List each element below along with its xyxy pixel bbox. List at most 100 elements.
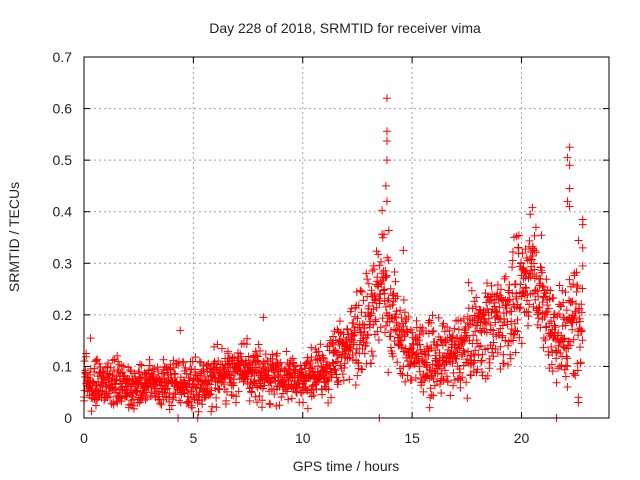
data-point	[576, 343, 585, 352]
data-point	[388, 300, 397, 309]
data-point	[510, 330, 519, 339]
data-point	[507, 307, 516, 316]
data-point	[570, 313, 579, 322]
data-point	[404, 312, 413, 321]
data-point	[530, 265, 539, 274]
data-point	[244, 352, 253, 361]
data-point	[207, 407, 216, 416]
data-point	[386, 284, 395, 293]
data-point	[578, 284, 587, 293]
data-point	[436, 380, 445, 389]
data-point	[99, 367, 108, 376]
data-point	[268, 355, 277, 364]
data-point	[552, 348, 561, 357]
data-point	[340, 359, 349, 368]
data-point	[87, 407, 96, 416]
data-point	[253, 398, 262, 407]
data-point	[577, 327, 586, 336]
data-point	[436, 335, 445, 344]
data-point	[391, 277, 400, 286]
data-point	[340, 363, 349, 372]
data-point	[208, 402, 217, 411]
data-point	[169, 363, 178, 372]
data-point	[191, 353, 200, 362]
data-point	[273, 349, 282, 358]
data-point	[468, 304, 477, 313]
data-point	[275, 401, 284, 410]
data-point	[169, 390, 178, 399]
data-point	[360, 324, 369, 333]
data-point	[405, 361, 414, 370]
data-point	[466, 371, 475, 380]
data-point	[477, 356, 486, 365]
data-point	[408, 328, 417, 337]
data-point	[178, 357, 187, 366]
data-point	[377, 280, 386, 289]
data-point	[181, 363, 190, 372]
data-point	[367, 286, 376, 295]
data-point	[428, 327, 437, 336]
data-point	[554, 341, 563, 350]
data-point	[130, 395, 139, 404]
data-point	[222, 396, 231, 405]
data-point	[367, 359, 376, 368]
data-point	[349, 318, 358, 327]
data-point	[244, 359, 253, 368]
data-point	[378, 314, 387, 323]
x-tick-label: 0	[80, 430, 88, 446]
data-point	[175, 396, 184, 405]
y-tick-label: 0.4	[53, 204, 73, 220]
data-point	[524, 312, 533, 321]
data-point	[254, 358, 263, 367]
data-point	[308, 363, 317, 372]
data-point	[415, 330, 424, 339]
data-point	[433, 369, 442, 378]
data-point	[348, 331, 357, 340]
data-point	[555, 362, 564, 371]
data-point	[154, 367, 163, 376]
data-point	[381, 321, 390, 330]
data-point	[205, 380, 214, 389]
data-point	[397, 313, 406, 322]
data-point	[353, 314, 362, 323]
data-point	[471, 327, 480, 336]
data-point	[503, 360, 512, 369]
data-point	[448, 359, 457, 368]
data-point	[514, 231, 523, 240]
data-point	[566, 341, 575, 350]
data-point	[482, 319, 491, 328]
data-point	[576, 358, 585, 367]
data-point	[437, 364, 446, 373]
data-point	[491, 307, 500, 316]
data-point	[471, 346, 480, 355]
data-point	[522, 269, 531, 278]
data-point	[425, 403, 434, 412]
data-point	[501, 296, 510, 305]
data-point	[243, 334, 252, 343]
data-point	[569, 335, 578, 344]
data-point	[293, 384, 302, 393]
data-point	[330, 347, 339, 356]
data-point	[217, 344, 226, 353]
data-point	[343, 325, 352, 334]
y-tick-label: 0.6	[53, 101, 73, 117]
data-point	[362, 269, 371, 278]
data-point	[377, 257, 386, 266]
y-axis-label: SRMTID / TECUs	[6, 182, 22, 292]
data-point	[565, 202, 574, 211]
data-point	[546, 329, 555, 338]
data-point	[505, 295, 514, 304]
data-point	[378, 206, 387, 215]
data-point	[496, 285, 505, 294]
data-point	[534, 314, 543, 323]
data-point	[108, 370, 117, 379]
data-point	[318, 390, 327, 399]
data-point	[198, 400, 207, 409]
data-point	[456, 383, 465, 392]
data-point	[358, 365, 367, 374]
data-point	[456, 368, 465, 377]
data-point	[427, 344, 436, 353]
data-point	[551, 346, 560, 355]
data-point	[141, 395, 150, 404]
data-point	[542, 275, 551, 284]
